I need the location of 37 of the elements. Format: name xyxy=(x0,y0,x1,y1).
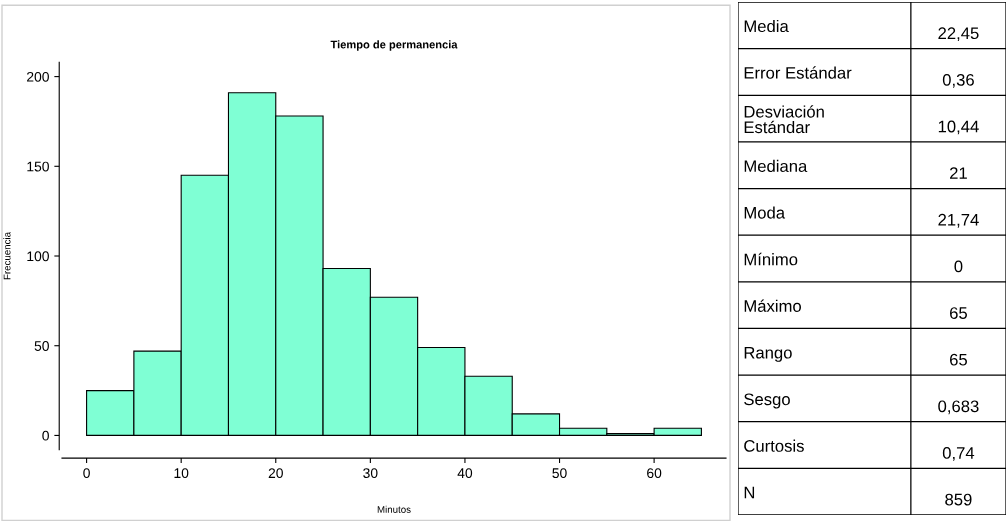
text: Moda xyxy=(744,206,786,219)
text: Desviación Estándar xyxy=(744,105,824,134)
text: 0 xyxy=(954,260,963,273)
text: 10,44 xyxy=(938,120,979,135)
y-tick-label: 50 xyxy=(34,341,49,351)
x-tick-label: 60 xyxy=(647,468,662,479)
text: Rango xyxy=(744,346,792,362)
y-tick-label: 150 xyxy=(27,161,49,172)
text: 22,45 xyxy=(938,27,979,42)
text: Máximo xyxy=(744,299,801,312)
x-tick-label: 20 xyxy=(268,468,283,479)
text: 0,74 xyxy=(942,447,975,461)
text: Mínimo xyxy=(744,252,798,266)
x-tick-label: 30 xyxy=(363,468,378,479)
text: 21,74 xyxy=(938,213,979,228)
text: 65 xyxy=(950,353,967,366)
y-tick-label: 0 xyxy=(42,430,49,441)
x-tick-label: 40 xyxy=(457,468,473,479)
text: N xyxy=(744,486,755,499)
x-tick-label: 50 xyxy=(552,468,567,479)
x-tick-label: 10 xyxy=(174,468,189,479)
text: Sesgo xyxy=(744,393,790,409)
y-tick-label: 100 xyxy=(27,251,49,262)
text: Curtosis xyxy=(744,439,804,452)
text: Media xyxy=(744,19,789,33)
text: 0,683 xyxy=(938,400,979,415)
chart-title: Tiempo de permanencia xyxy=(330,40,458,51)
y-tick-label: 200 xyxy=(27,71,49,82)
text: 21 xyxy=(950,167,967,179)
x-axis-title: Minutos xyxy=(377,505,411,513)
text: 65 xyxy=(950,307,967,319)
text: Mediana xyxy=(744,159,808,173)
y-axis-title: Frecuencia xyxy=(3,231,11,280)
text: 0,36 xyxy=(942,73,974,88)
x-tick-label: 0 xyxy=(83,468,90,479)
text: Error Estándar xyxy=(744,66,852,79)
text: 859 xyxy=(945,493,972,506)
